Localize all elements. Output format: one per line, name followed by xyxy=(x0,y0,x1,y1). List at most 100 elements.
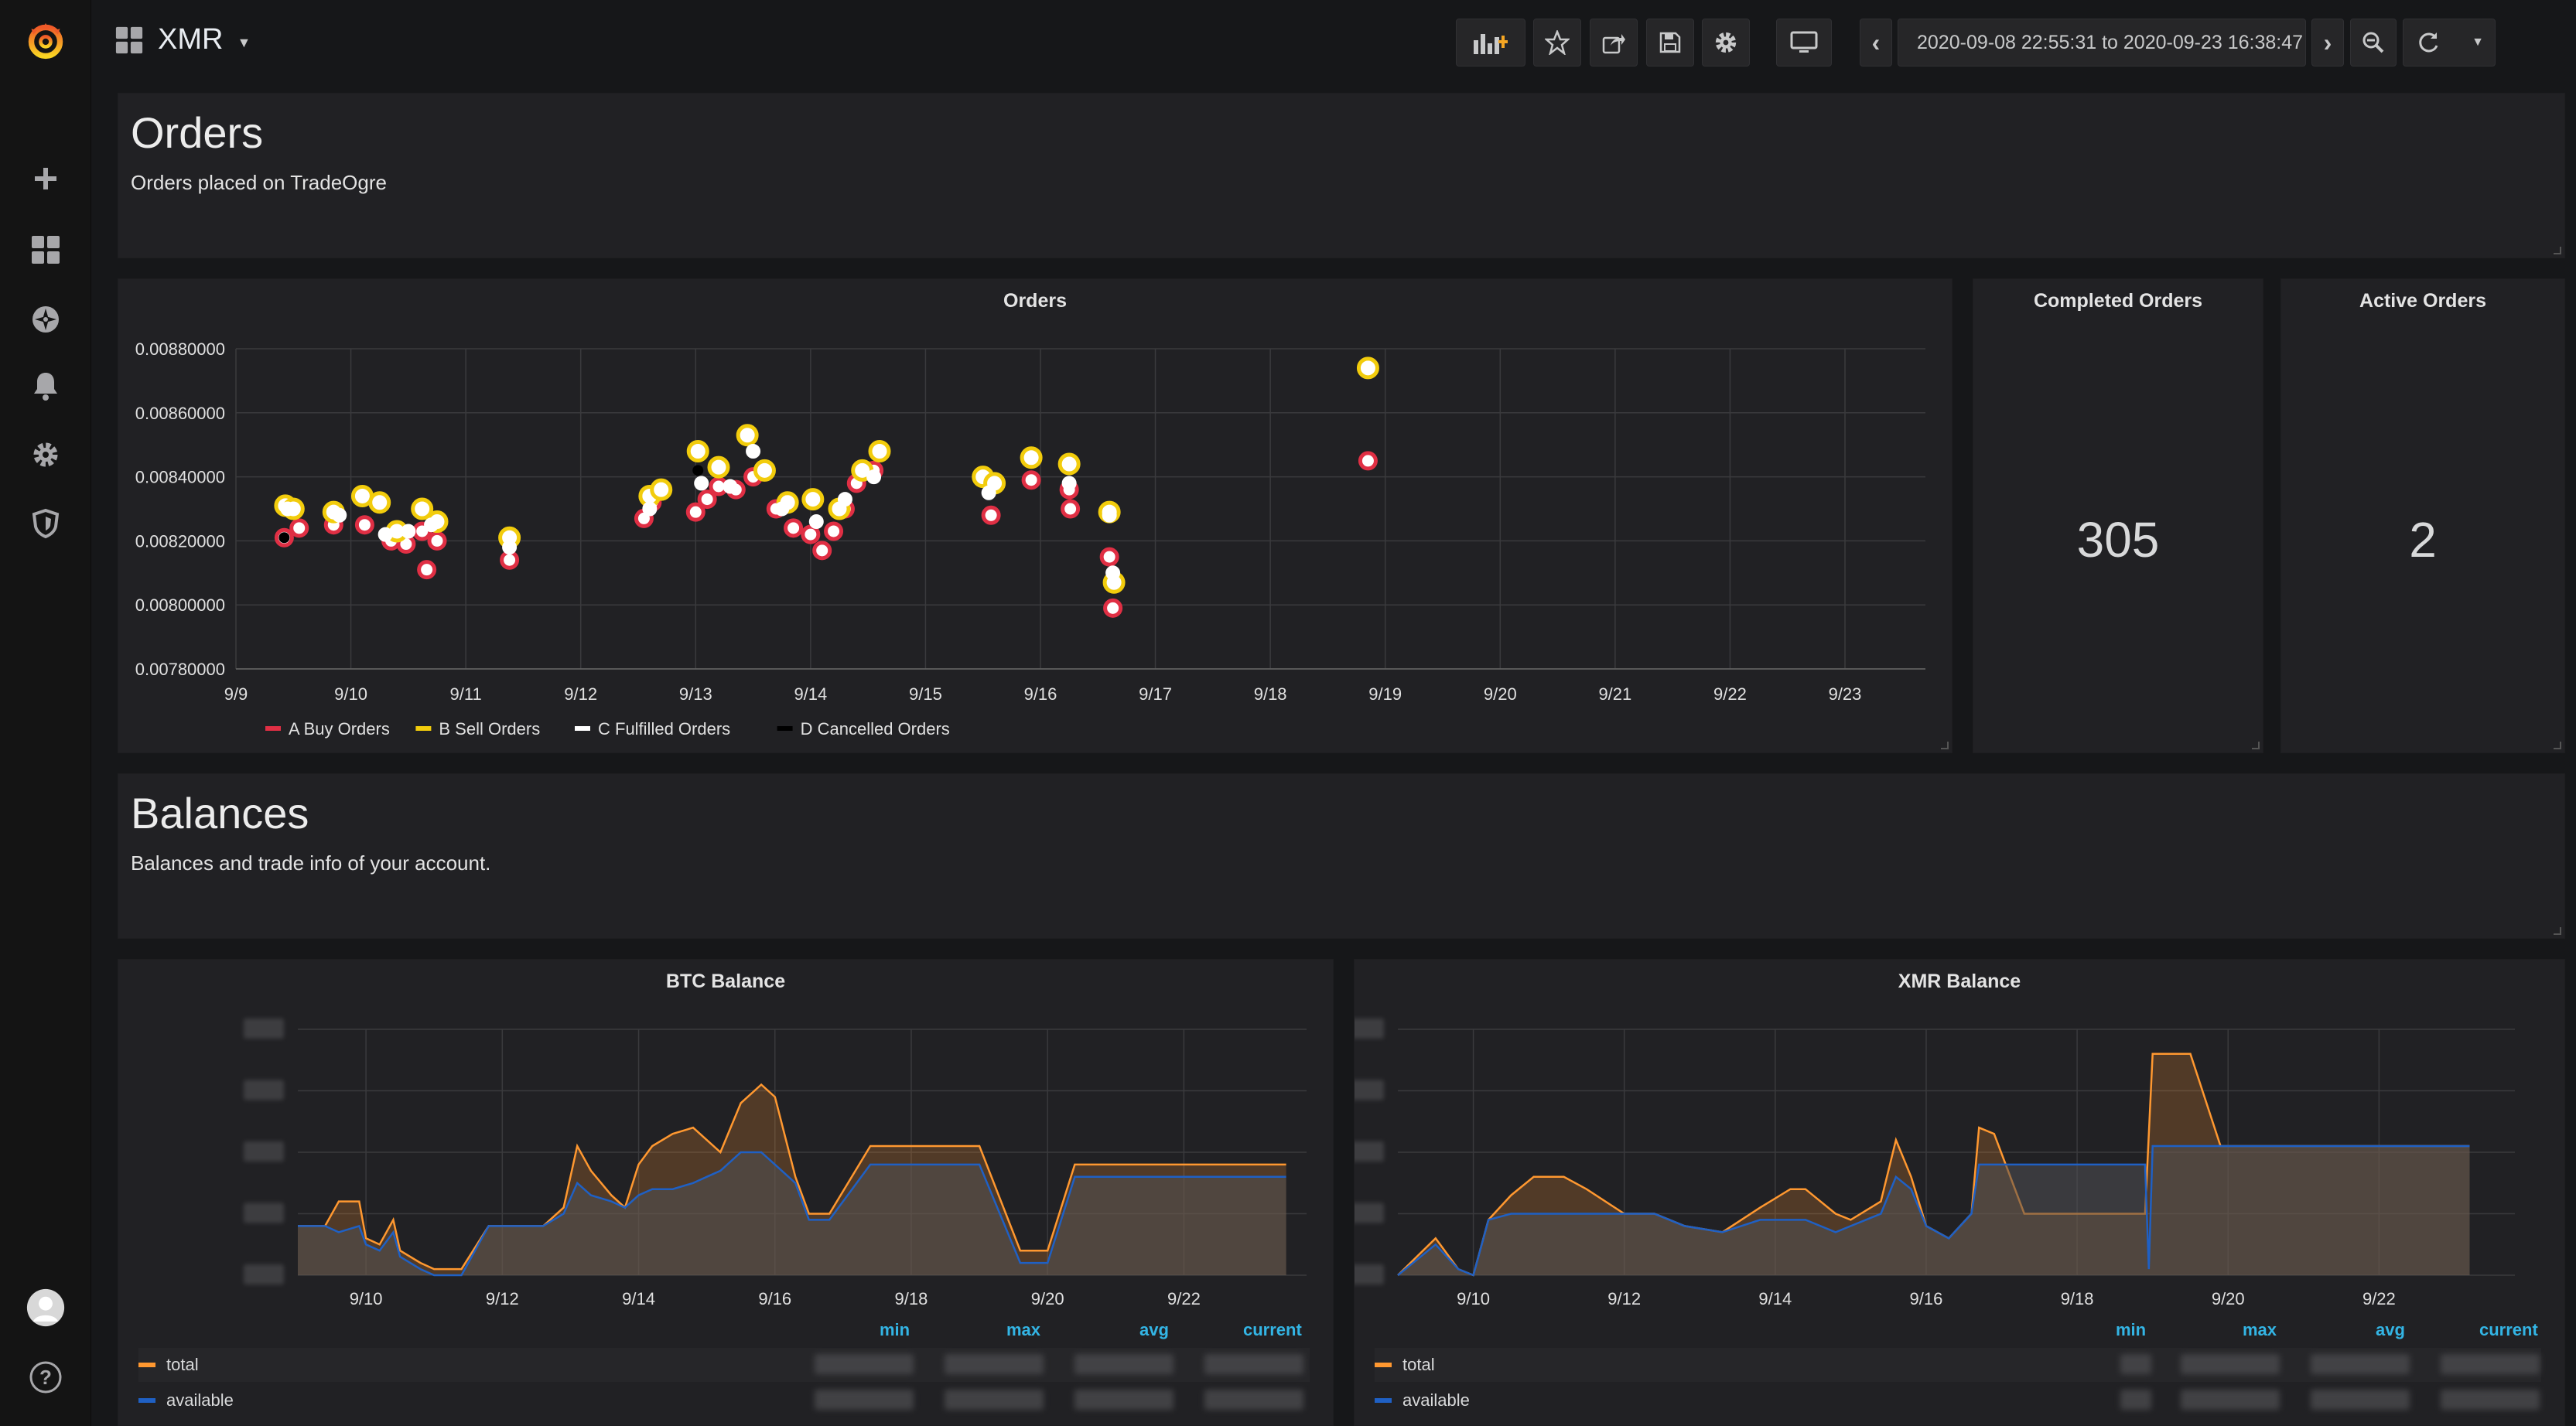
x-tick-label: 9/12 xyxy=(564,684,597,704)
panel-title[interactable]: BTC Balance xyxy=(665,971,786,992)
alert-bell-icon[interactable] xyxy=(26,367,65,405)
series-area-available xyxy=(298,1152,1286,1275)
redacted-y-tick xyxy=(1355,1018,1384,1039)
panel-title[interactable]: Completed Orders xyxy=(2033,290,2203,312)
orders-text-panel: Orders Orders placed on TradeOgre xyxy=(118,93,2565,258)
grafana-logo-icon[interactable] xyxy=(26,22,65,60)
redacted-value xyxy=(1204,1354,1303,1374)
panel-title[interactable]: XMR Balance xyxy=(1898,971,2021,992)
legend-header-avg[interactable]: avg xyxy=(1139,1320,1169,1339)
orders-graph-panel: Orders 0.00780000 0.00800000 0.00820000 0.0… xyxy=(118,278,1952,753)
resize-handle[interactable] xyxy=(1941,742,1949,749)
series-area-available xyxy=(1398,1146,2470,1275)
star-dashboard-button[interactable] xyxy=(1533,19,1581,67)
data-point xyxy=(1105,565,1121,581)
time-range-picker[interactable]: 2020-09-08 22:55:31 to 2020-09-23 16:38:… xyxy=(1898,19,2328,67)
series-color-swatch[interactable] xyxy=(138,1398,155,1403)
x-tick-label: 9/15 xyxy=(909,684,942,704)
help-question-icon[interactable]: ? xyxy=(26,1358,65,1397)
data-point xyxy=(801,524,821,544)
tv-mode-button[interactable] xyxy=(1776,19,1832,67)
legend-header-avg[interactable]: avg xyxy=(2376,1320,2405,1339)
dashboards-grid-icon[interactable] xyxy=(26,230,65,269)
resize-handle[interactable] xyxy=(2554,742,2561,749)
x-tick-label: 9/20 xyxy=(1484,684,1517,704)
legend-header-current[interactable]: current xyxy=(2479,1320,2538,1339)
data-point xyxy=(417,560,437,580)
orders-chart: 0.00780000 0.00800000 0.00820000 0.00840000… xyxy=(135,339,1925,739)
x-tick-label: 9/11 xyxy=(450,684,482,704)
x-tick-label: 9/22 xyxy=(1713,684,1747,704)
x-tick-label: 9/22 xyxy=(1167,1289,1201,1308)
legend-header-max[interactable]: max xyxy=(2243,1320,2277,1339)
legend-label: D Cancelled Orders xyxy=(801,719,950,739)
series-color-swatch[interactable] xyxy=(1375,1363,1392,1367)
series-name[interactable]: total xyxy=(166,1355,199,1374)
y-tick-label: 0.00800000 xyxy=(135,595,225,615)
data-point xyxy=(401,524,416,539)
data-point xyxy=(868,439,891,462)
dashboard-settings-button[interactable] xyxy=(1702,19,1750,67)
svg-text:?: ? xyxy=(39,1366,52,1389)
dashboard-picker[interactable]: XMR ▼ xyxy=(114,23,251,56)
zoom-out-button[interactable] xyxy=(2350,19,2397,67)
save-dashboard-button[interactable] xyxy=(1646,19,1694,67)
configuration-gear-icon[interactable] xyxy=(26,435,65,474)
data-point xyxy=(692,465,704,476)
legend-header-min[interactable]: min xyxy=(2116,1320,2147,1339)
panel-title[interactable]: Active Orders xyxy=(2359,290,2486,312)
x-tick-label: 9/21 xyxy=(1598,684,1631,704)
legend-series-available[interactable]: available xyxy=(138,1383,1310,1417)
time-shift-forward-button[interactable]: › xyxy=(2311,19,2344,67)
redacted-value xyxy=(2120,1390,2151,1410)
legend-header-max[interactable]: max xyxy=(1006,1320,1041,1339)
data-point xyxy=(332,507,347,523)
x-tick-label: 9/14 xyxy=(794,684,827,704)
series-color-swatch[interactable] xyxy=(138,1363,155,1367)
caret-down-icon[interactable]: ▼ xyxy=(2472,36,2484,49)
server-admin-shield-icon[interactable] xyxy=(26,504,65,543)
x-tick-label: 9/16 xyxy=(1024,684,1057,704)
legend-header-min[interactable]: min xyxy=(880,1320,910,1339)
panel-title[interactable]: Orders xyxy=(1003,290,1067,312)
redacted-value xyxy=(2120,1354,2151,1374)
series-color-swatch[interactable] xyxy=(1375,1398,1392,1403)
stat-value: 305 xyxy=(2076,512,2160,568)
plus-icon[interactable] xyxy=(26,159,65,198)
balances-text-panel: Balances Balances and trade info of your… xyxy=(118,773,2565,939)
time-shift-back-button[interactable]: ‹ xyxy=(1860,19,1892,67)
redacted-y-tick xyxy=(244,1264,284,1284)
explore-compass-icon[interactable] xyxy=(26,300,65,339)
redacted-value xyxy=(2181,1390,2280,1410)
redacted-value xyxy=(2181,1354,2280,1374)
add-panel-button[interactable] xyxy=(1456,19,1525,67)
data-point xyxy=(801,488,825,511)
redacted-y-tick xyxy=(1355,1141,1384,1162)
series-name[interactable]: available xyxy=(1402,1390,1470,1410)
series-name[interactable]: total xyxy=(1402,1355,1435,1374)
redacted-value xyxy=(2441,1390,2540,1410)
save-icon xyxy=(1659,32,1681,53)
panel-description: Balances and trade info of your account. xyxy=(131,851,491,875)
legend-header-current[interactable]: current xyxy=(1243,1320,1302,1339)
btc-balance-chart: 9/10 9/12 9/14 9/16 9/18 9/20 9/22 xyxy=(244,1018,1307,1308)
data-point xyxy=(411,497,434,520)
y-tick-label: 0.00820000 xyxy=(135,531,225,551)
data-point xyxy=(774,501,790,517)
legend-series-available[interactable]: available xyxy=(1375,1383,2541,1417)
resize-handle[interactable] xyxy=(2554,927,2561,935)
add-panel-icon xyxy=(1474,34,1508,54)
refresh-button[interactable]: ▼ xyxy=(2403,19,2496,67)
x-tick-label: 9/14 xyxy=(1758,1289,1792,1308)
share-dashboard-button[interactable] xyxy=(1590,19,1638,67)
data-point xyxy=(746,443,761,459)
redacted-value xyxy=(2311,1390,2410,1410)
redacted-value xyxy=(2311,1354,2410,1374)
legend-swatch xyxy=(415,726,432,731)
user-avatar-icon[interactable] xyxy=(26,1288,65,1327)
series-name[interactable]: available xyxy=(166,1390,234,1410)
xmr-balance-panel: XMR Balance 9/10 9/12 9/14 9/16 9/18 9/20 9/22… xyxy=(1354,959,2565,1426)
resize-handle[interactable] xyxy=(2554,247,2561,254)
data-point xyxy=(1057,452,1081,476)
resize-handle[interactable] xyxy=(2252,742,2260,749)
